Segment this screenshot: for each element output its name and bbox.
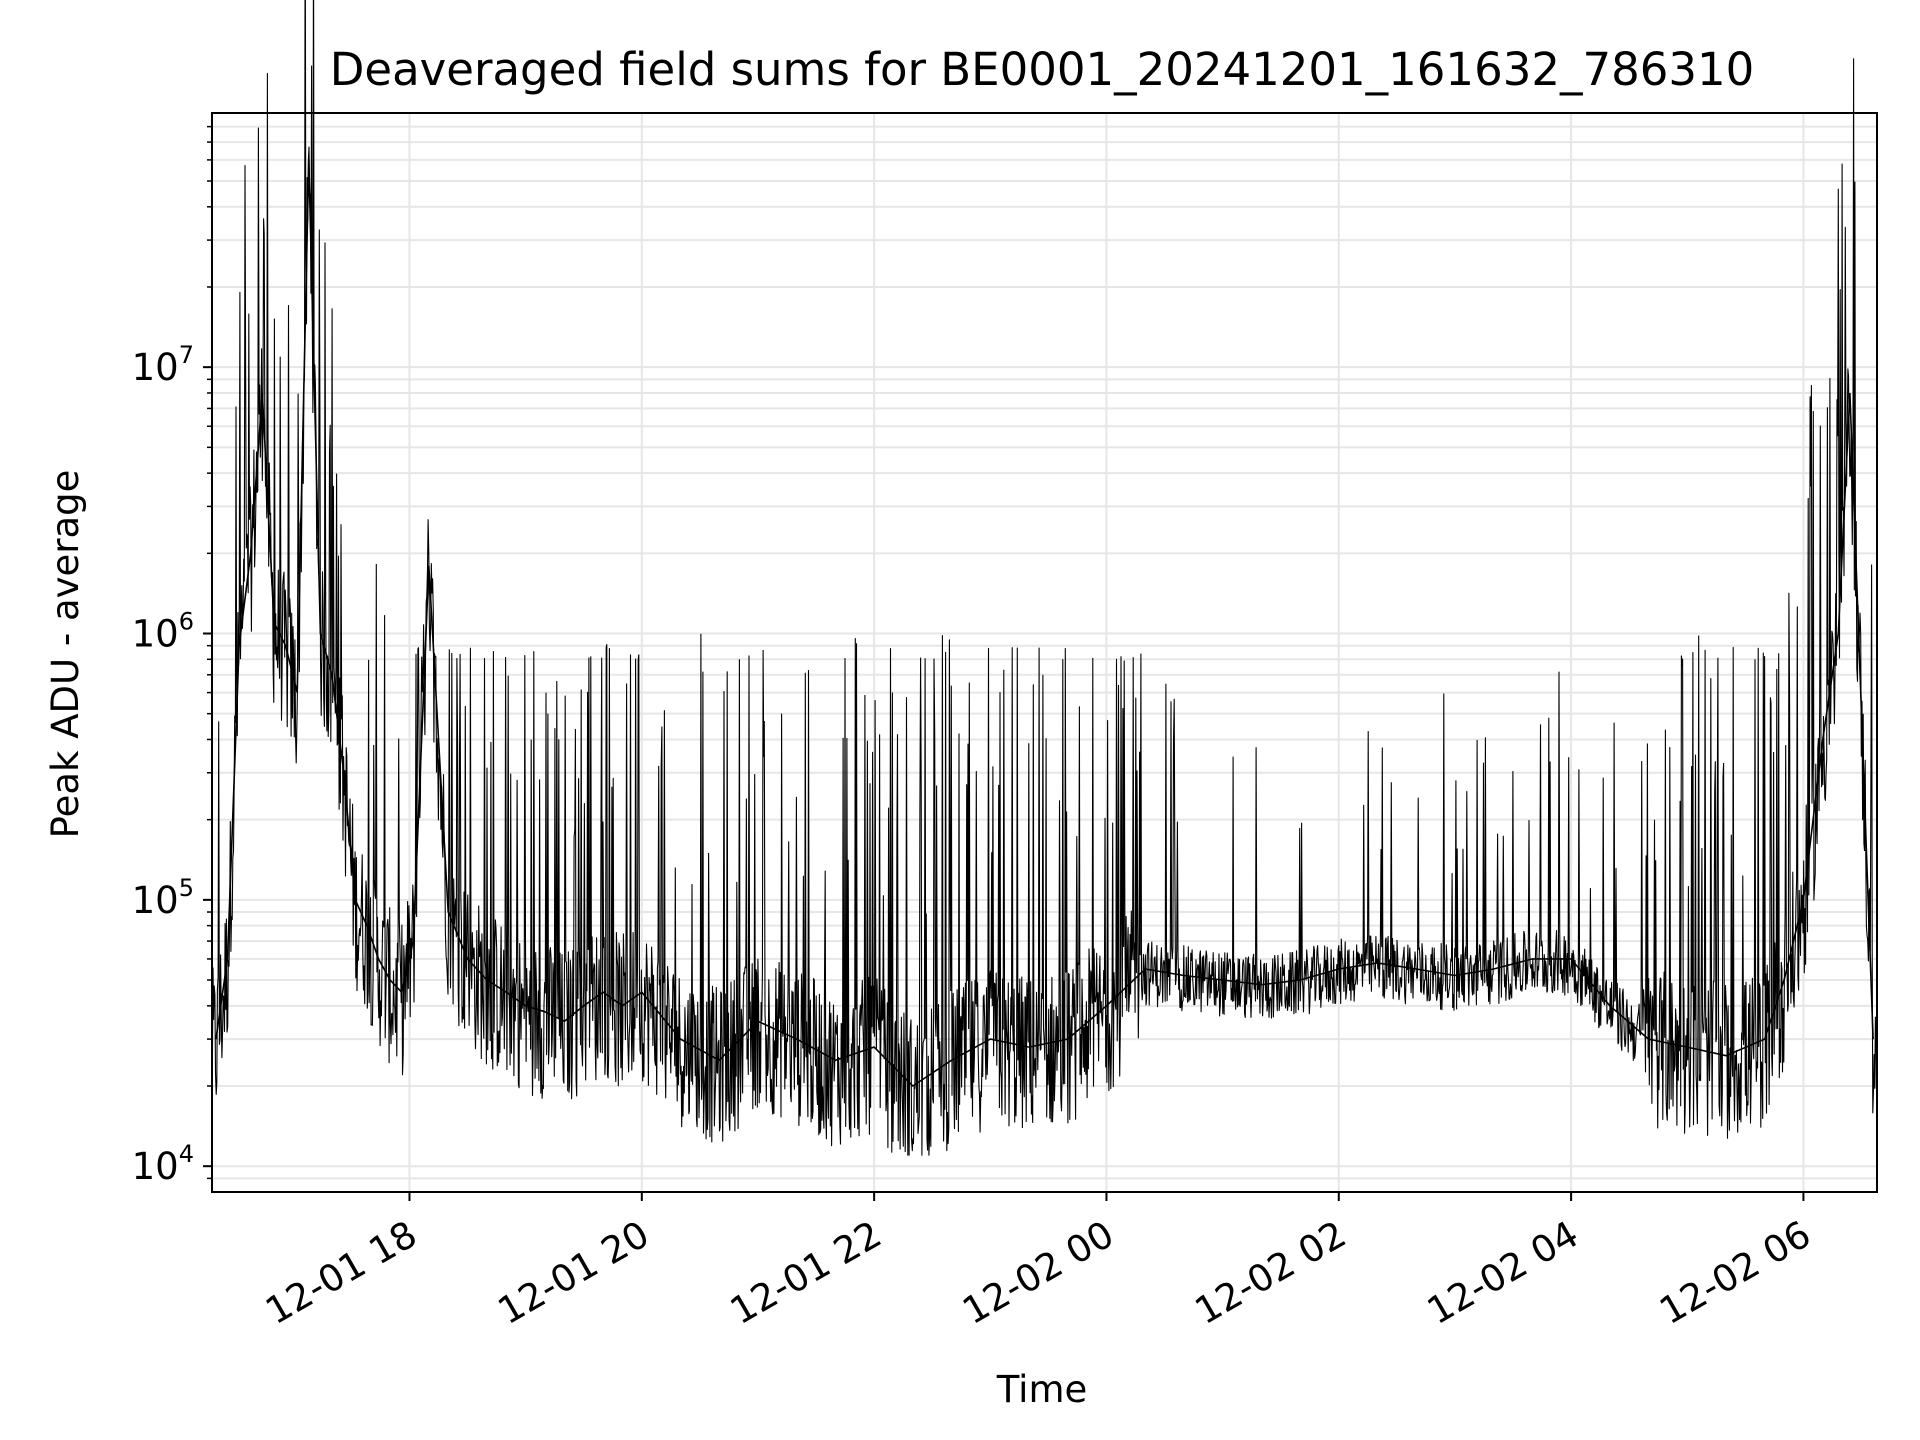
series-line-detail — [211, 0, 1878, 1156]
series-layer — [211, 0, 1878, 1156]
y-axis: 104 105 106 107 — [132, 125, 212, 1188]
y-tick-label: 104 — [132, 1140, 194, 1188]
chart-title: Deaveraged field sums for BE0001_2024120… — [330, 43, 1755, 96]
x-axis-label: Time — [996, 1368, 1088, 1411]
y-tick-label: 105 — [132, 874, 194, 922]
y-tick-label: 106 — [132, 608, 194, 656]
y-axis-label: Peak ADU - average — [44, 470, 87, 839]
y-tick-label: 107 — [132, 341, 194, 389]
plot-frame — [211, 112, 1878, 1193]
